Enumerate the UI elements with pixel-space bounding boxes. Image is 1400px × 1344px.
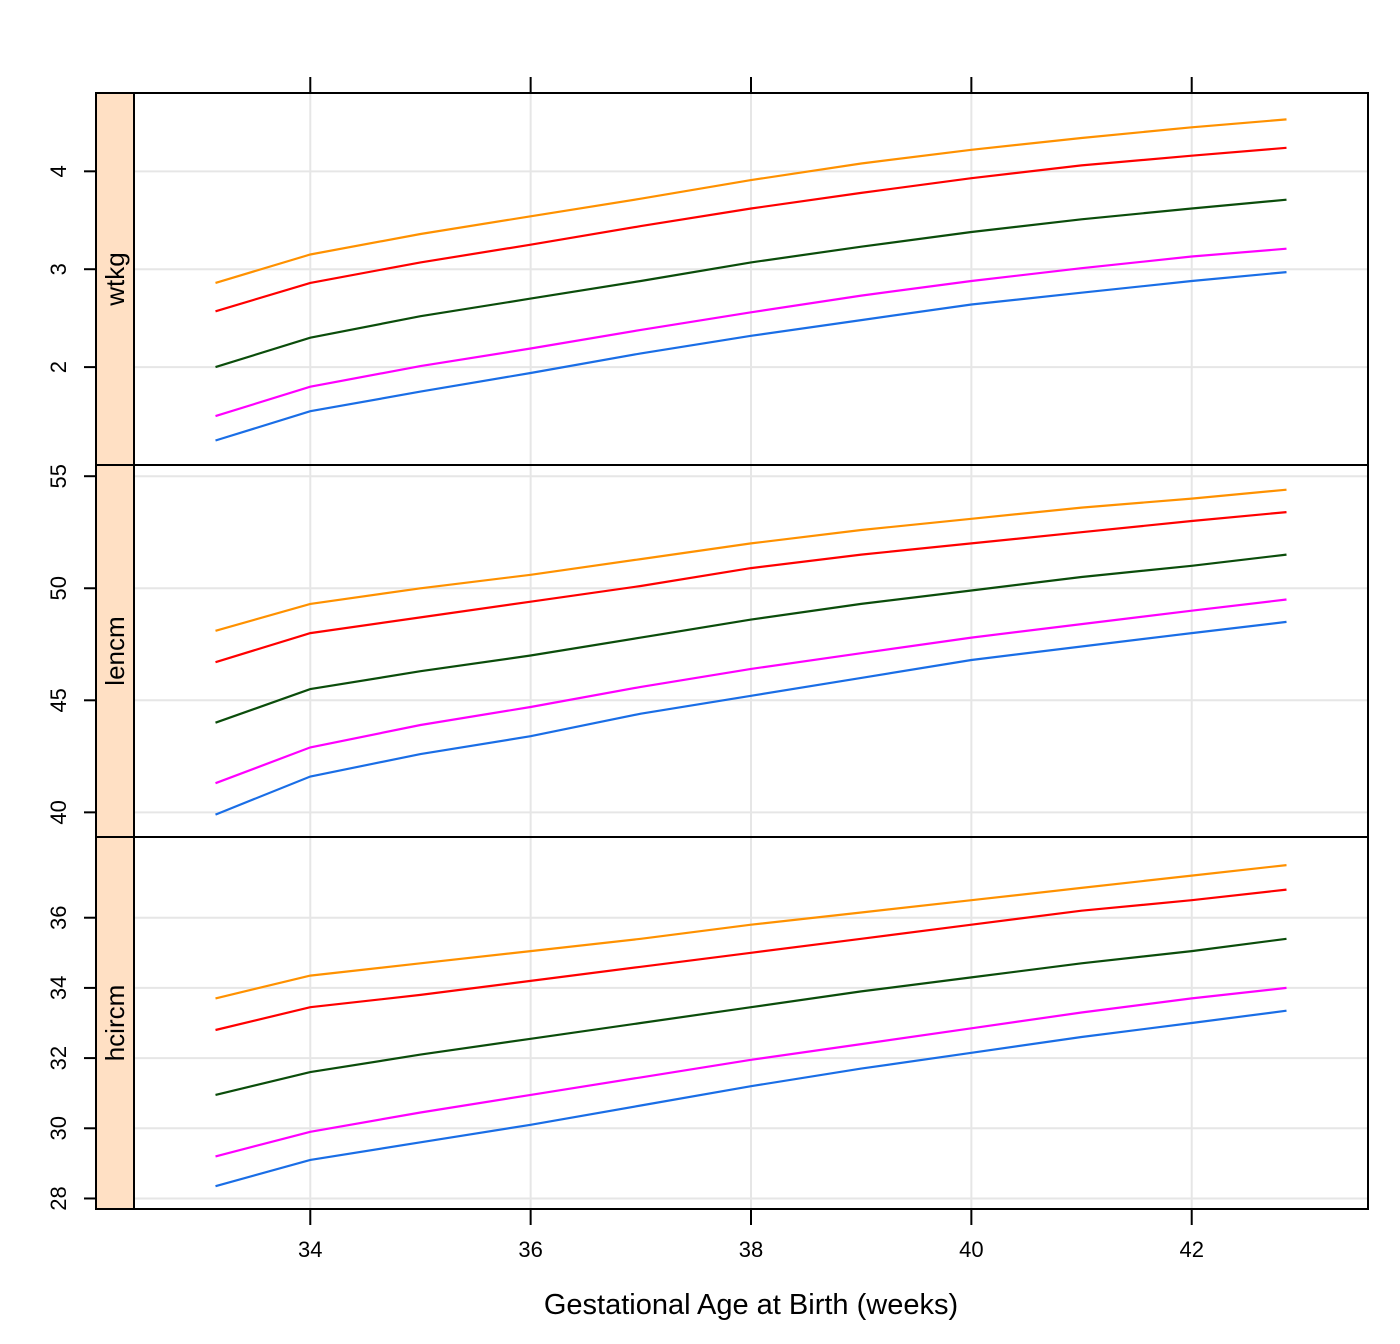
- x-tick-label: 42: [1179, 1237, 1203, 1262]
- strip-label: wtkg: [100, 252, 130, 306]
- x-tick-label: 40: [959, 1237, 983, 1262]
- y-tick-label: 32: [46, 1046, 71, 1070]
- panel-lencm: lencm 40 45 50 55: [46, 464, 1369, 838]
- series-line-1: [215, 620, 1287, 816]
- series-line-3: [215, 937, 1287, 1096]
- y-tick-label: 3: [46, 263, 71, 275]
- x-axis-title: Gestational Age at Birth (weeks): [544, 1289, 958, 1321]
- series-line-3: [215, 198, 1287, 369]
- panel-border: [95, 464, 1369, 838]
- top-axis: [309, 77, 1193, 93]
- series-line-3: [215, 553, 1287, 724]
- series-line-5: [215, 864, 1287, 1000]
- series-line-5: [215, 488, 1287, 632]
- panel-border: [95, 836, 1369, 1210]
- series-line-1: [215, 271, 1287, 442]
- y-tick-label: 34: [46, 976, 71, 1000]
- y-tick-label: 4: [46, 165, 71, 177]
- series-line-1: [215, 1009, 1287, 1188]
- y-tick-label: 2: [46, 361, 71, 373]
- x-tick-label: 38: [739, 1237, 763, 1262]
- y-tick-label: 45: [46, 688, 71, 712]
- series-line-5: [215, 118, 1287, 284]
- x-tick-label: 36: [518, 1237, 542, 1262]
- panel-wtkg: wtkg 2 3 4: [46, 92, 1369, 466]
- strip-label: lencm: [100, 616, 130, 685]
- y-tick-label: 55: [46, 464, 71, 488]
- strip-label: hcircm: [100, 985, 130, 1062]
- y-tick-label: 50: [46, 576, 71, 600]
- series-line-4: [215, 146, 1287, 313]
- y-tick-label: 30: [46, 1116, 71, 1140]
- bottom-axis: 34 36 38 40 42: [298, 1209, 1204, 1262]
- series-line-2: [215, 598, 1287, 785]
- panel-border: [95, 92, 1369, 466]
- y-tick-label: 28: [46, 1186, 71, 1210]
- x-tick-label: 34: [298, 1237, 322, 1262]
- strip-wtkg: [96, 93, 134, 465]
- y-tick-label: 36: [46, 905, 71, 929]
- series-line-4: [215, 888, 1287, 1032]
- panel-hcircm: hcircm 28 30 32 34 36: [46, 836, 1369, 1211]
- strip-hcircm: [96, 837, 134, 1209]
- series-line-4: [215, 511, 1287, 664]
- series-line-2: [215, 247, 1287, 418]
- y-tick-label: 40: [46, 800, 71, 824]
- strip-lencm: [96, 465, 134, 837]
- series-line-2: [215, 986, 1287, 1158]
